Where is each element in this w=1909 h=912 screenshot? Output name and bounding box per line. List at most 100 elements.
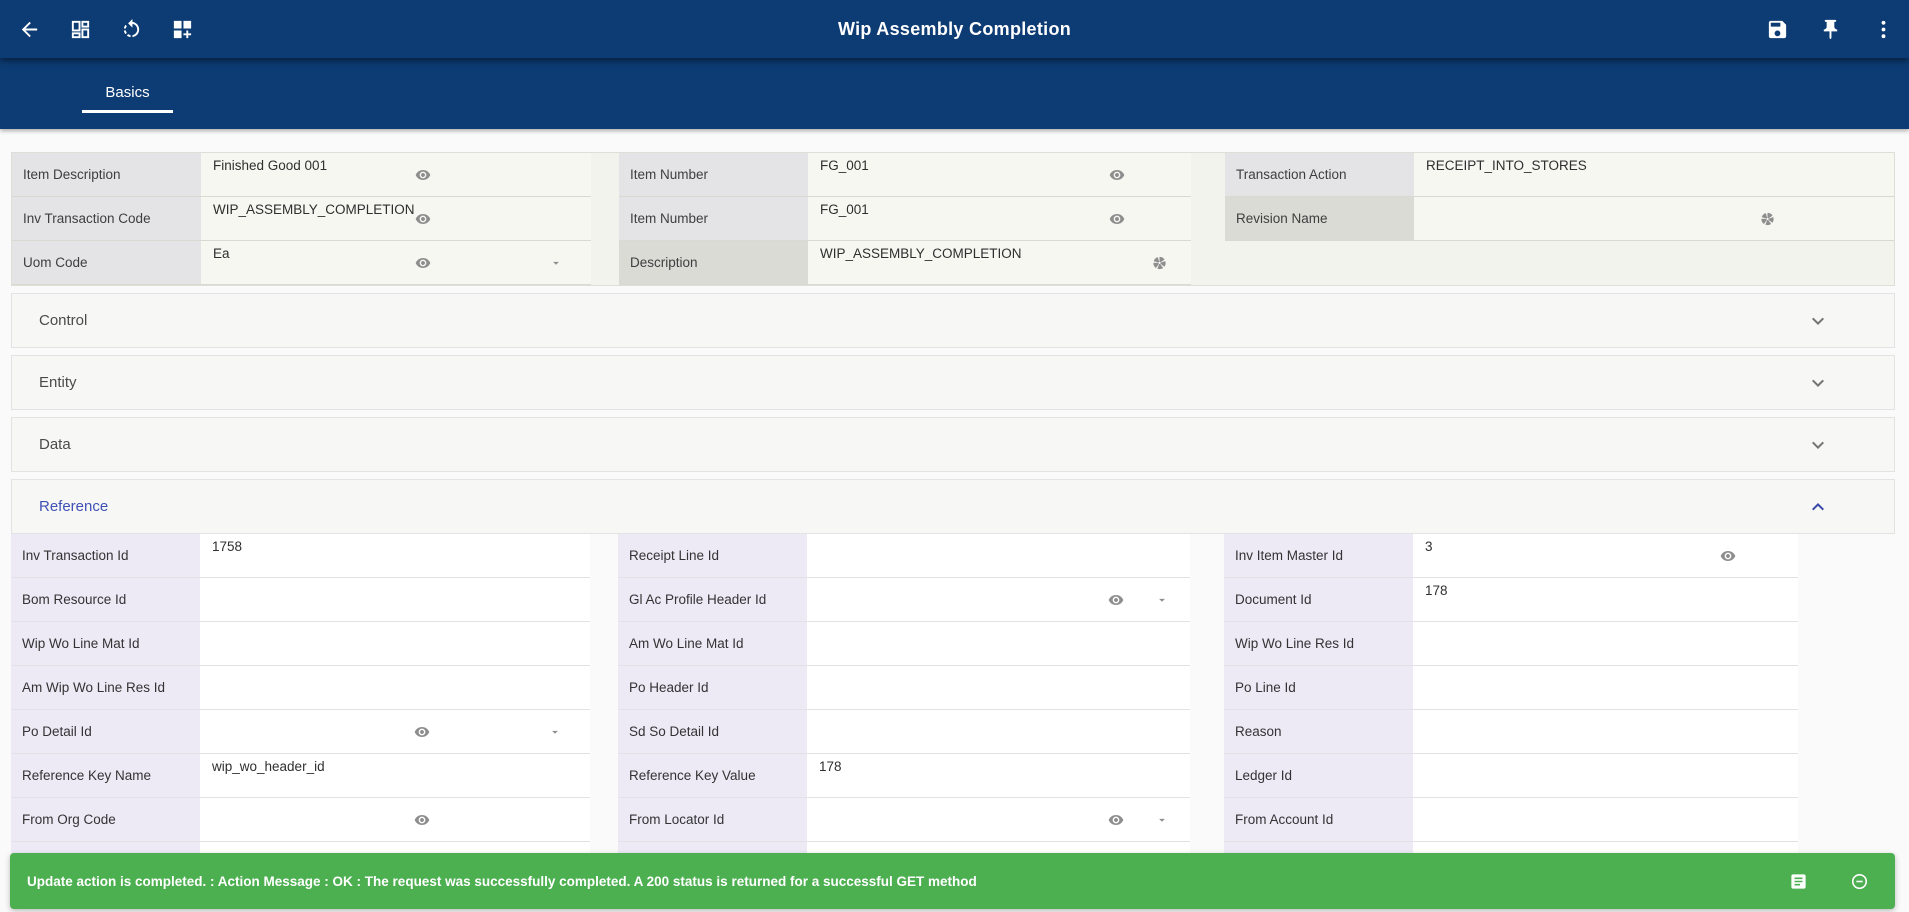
field-input[interactable]	[807, 798, 1190, 841]
field-value: WIP_ASSEMBLY_COMPLETION	[213, 202, 415, 217]
dropdown-caret-icon[interactable]	[1155, 593, 1169, 607]
field-reference-key-name: Reference Key Name wip_wo_header_id	[11, 754, 590, 798]
field-label: Po Line Id	[1224, 666, 1413, 709]
field-value: Finished Good 001	[213, 158, 328, 173]
dropdown-caret-icon[interactable]	[548, 725, 562, 739]
field-label: Ledger Id	[1224, 754, 1413, 797]
field-label: Item Number	[619, 197, 808, 240]
dashboard-icon[interactable]	[69, 18, 92, 41]
visibility-icon[interactable]	[415, 211, 431, 227]
busy-spinner-icon	[1760, 211, 1775, 226]
field-input[interactable]	[1414, 197, 1894, 240]
field-receipt-line-id: Receipt Line Id	[618, 534, 1190, 578]
field-label: Reason	[1224, 710, 1413, 753]
field-label: Am Wip Wo Line Res Id	[11, 666, 200, 709]
field-input[interactable]	[200, 666, 590, 709]
section-entity[interactable]: Entity	[11, 355, 1895, 410]
field-inv-transaction-code: Inv Transaction Code WIP_ASSEMBLY_COMPLE…	[12, 197, 591, 241]
section-control[interactable]: Control	[11, 293, 1895, 348]
field-reference-key-value: Reference Key Value 178	[618, 754, 1190, 798]
visibility-icon[interactable]	[1108, 812, 1124, 828]
log-document-icon[interactable]	[1789, 872, 1808, 891]
visibility-icon[interactable]	[1109, 167, 1125, 183]
dismiss-icon[interactable]	[1850, 872, 1869, 891]
card-column-3: Transaction Action RECEIPT_INTO_STORES R…	[1225, 153, 1894, 285]
chevron-down-icon[interactable]	[1806, 433, 1830, 457]
field-input[interactable]	[200, 622, 590, 665]
app-bar: Wip Assembly Completion	[0, 0, 1909, 58]
save-icon[interactable]	[1766, 18, 1789, 41]
field-value: RECEIPT_INTO_STORES	[1426, 158, 1587, 173]
visibility-icon[interactable]	[414, 812, 430, 828]
dropdown-caret-icon[interactable]	[1155, 813, 1169, 827]
field-transaction-action: Transaction Action RECEIPT_INTO_STORES	[1225, 153, 1894, 197]
field-label: Bom Resource Id	[11, 578, 200, 621]
visibility-icon[interactable]	[414, 724, 430, 740]
visibility-icon[interactable]	[1108, 592, 1124, 608]
field-input[interactable]	[200, 578, 590, 621]
field-input[interactable]	[807, 666, 1190, 709]
field-input[interactable]	[807, 534, 1190, 577]
field-input[interactable]	[807, 578, 1190, 621]
chevron-down-icon[interactable]	[1806, 371, 1830, 395]
card-column-2: Item Number FG_001 Item Number FG_001 De…	[619, 153, 1191, 285]
field-po-detail-id: Po Detail Id	[11, 710, 590, 754]
field-input[interactable]: FG_001	[808, 197, 1191, 240]
field-reason: Reason	[1224, 710, 1798, 754]
field-value: 178	[819, 759, 842, 774]
field-value: FG_001	[820, 202, 869, 217]
field-value: Ea	[213, 246, 230, 261]
field-label: Item Description	[12, 153, 201, 196]
section-data[interactable]: Data	[11, 417, 1895, 472]
refresh-icon[interactable]	[120, 18, 143, 41]
field-input[interactable]: 178	[1413, 578, 1798, 621]
tab-basics[interactable]: Basics	[82, 84, 173, 113]
field-input[interactable]	[200, 798, 590, 841]
field-label: Inv Transaction Code	[12, 197, 201, 240]
section-label: Control	[39, 312, 88, 329]
visibility-icon[interactable]	[415, 255, 431, 271]
back-arrow-icon[interactable]	[18, 18, 41, 41]
field-input[interactable]	[1413, 622, 1798, 665]
status-toast: Update action is completed. : Action Mes…	[10, 853, 1895, 909]
section-reference[interactable]: Reference	[11, 479, 1895, 534]
page-title: Wip Assembly Completion	[837, 18, 1072, 39]
field-input[interactable]: Finished Good 001	[201, 153, 591, 196]
field-input[interactable]	[1413, 666, 1798, 709]
reference-column-2: Receipt Line Id Gl Ac Profile Header Id …	[618, 534, 1190, 886]
field-input[interactable]: WIP_ASSEMBLY_COMPLETION	[201, 197, 591, 240]
field-input[interactable]: Ea	[201, 241, 591, 284]
visibility-icon[interactable]	[1109, 211, 1125, 227]
field-input[interactable]: wip_wo_header_id	[200, 754, 590, 797]
field-label: From Account Id	[1224, 798, 1413, 841]
field-input[interactable]	[807, 710, 1190, 753]
field-input[interactable]	[200, 710, 590, 753]
dropdown-caret-icon[interactable]	[549, 256, 563, 270]
reference-column-1: Inv Transaction Id 1758 Bom Resource Id …	[11, 534, 590, 886]
chevron-up-icon[interactable]	[1806, 495, 1830, 519]
field-label: Revision Name	[1225, 197, 1414, 240]
field-input[interactable]	[807, 622, 1190, 665]
field-input[interactable]: RECEIPT_INTO_STORES	[1414, 153, 1894, 196]
field-input[interactable]: 1758	[200, 534, 590, 577]
visibility-icon[interactable]	[415, 167, 431, 183]
field-value: 178	[1425, 583, 1448, 598]
field-document-id: Document Id 178	[1224, 578, 1798, 622]
field-inv-item-master-id: Inv Item Master Id 3	[1224, 534, 1798, 578]
more-options-icon[interactable]	[1872, 18, 1895, 41]
visibility-icon[interactable]	[1720, 548, 1736, 564]
field-label: Inv Transaction Id	[11, 534, 200, 577]
field-gl-ac-profile-header-id: Gl Ac Profile Header Id	[618, 578, 1190, 622]
field-input[interactable]: 3	[1413, 534, 1798, 577]
field-input[interactable]: 178	[807, 754, 1190, 797]
field-input[interactable]: FG_001	[808, 153, 1191, 196]
field-input[interactable]	[1413, 754, 1798, 797]
pin-icon[interactable]	[1819, 18, 1842, 41]
add-widget-icon[interactable]	[171, 18, 194, 41]
chevron-down-icon[interactable]	[1806, 309, 1830, 333]
field-input[interactable]	[1413, 710, 1798, 753]
field-label: Po Header Id	[618, 666, 807, 709]
app-bar-left-actions	[18, 18, 194, 41]
field-input[interactable]: WIP_ASSEMBLY_COMPLETION	[808, 241, 1191, 284]
field-input[interactable]	[1413, 798, 1798, 841]
